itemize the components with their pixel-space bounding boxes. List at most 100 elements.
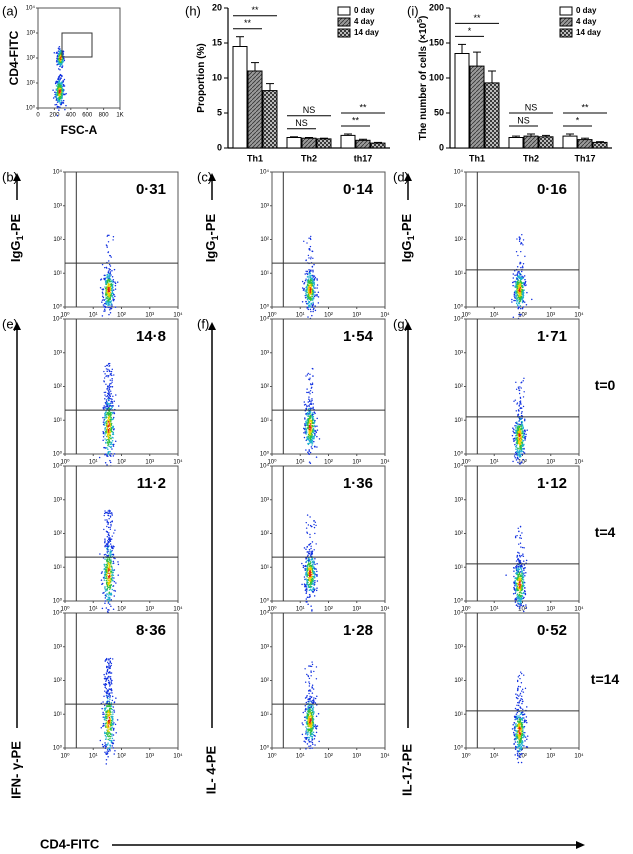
event-dot: [101, 571, 103, 573]
event-dot: [312, 571, 315, 574]
event-dot: [305, 405, 308, 407]
event-dot: [517, 254, 519, 257]
event-dot: [313, 526, 316, 529]
event-dot: [516, 440, 519, 443]
event-dot: [308, 449, 310, 451]
event-dot: [520, 270, 523, 273]
event-dot: [106, 721, 109, 723]
event-dot: [109, 568, 112, 571]
event-dot: [106, 574, 108, 577]
error-bar: [236, 36, 244, 47]
event-dot: [520, 453, 522, 455]
bar: [484, 82, 500, 149]
y-tick-label: 10²: [53, 678, 62, 684]
y-tick-label: 10¹: [53, 565, 62, 571]
event-dot: [516, 564, 518, 567]
event-dot: [101, 299, 104, 301]
event-dot: [309, 720, 312, 723]
event-dot: [512, 316, 515, 318]
event-dot: [106, 665, 108, 668]
event-dot: [521, 265, 524, 267]
event-dot: [520, 592, 523, 594]
event-dot: [309, 583, 311, 586]
event-dot: [514, 707, 517, 710]
x-tick-label: 10¹: [296, 313, 305, 319]
event-dot: [524, 587, 526, 589]
event-dot: [312, 257, 314, 260]
event-dot: [57, 85, 59, 88]
x-tick-label: 10²: [117, 460, 126, 466]
event-dot: [309, 585, 312, 587]
event-dot: [305, 259, 307, 261]
event-dot: [516, 566, 518, 568]
event-dot: [518, 715, 520, 717]
event-dot: [306, 273, 309, 275]
event-dot: [513, 293, 516, 295]
event-dot: [520, 387, 522, 389]
event-dot: [105, 710, 107, 713]
event-dot: [109, 603, 111, 606]
event-dot: [108, 277, 110, 279]
event-dot: [106, 438, 108, 441]
event-dot: [108, 512, 110, 514]
event-dot: [56, 114, 59, 117]
event-dot: [303, 401, 306, 403]
event-dot: [104, 398, 106, 400]
event-dot: [108, 416, 110, 419]
event-dot: [517, 595, 520, 598]
event-dot: [108, 388, 110, 390]
event-dot: [106, 593, 108, 595]
event-dot: [106, 677, 109, 679]
event-dot: [523, 283, 526, 286]
event-dot: [109, 725, 112, 727]
event-dot: [308, 286, 310, 289]
event-dot: [110, 565, 113, 567]
y-tick-label: 10⁴: [260, 316, 270, 323]
event-dot: [310, 310, 312, 313]
event-dot: [109, 265, 112, 267]
event-dot: [109, 672, 111, 674]
legend-swatch: [337, 28, 351, 38]
x-tick-label: 10²: [518, 313, 527, 319]
plot-frame: [271, 318, 386, 455]
event-dot: [310, 554, 312, 556]
x-tick-label: 10⁰: [461, 459, 471, 466]
event-dot: [105, 575, 107, 578]
event-dot: [516, 281, 519, 284]
event-dot: [114, 281, 116, 283]
x-tick-label: 10⁴: [380, 312, 390, 319]
event-dot: [107, 412, 110, 414]
y-tick-label: 10¹: [260, 271, 269, 277]
event-dot: [107, 392, 109, 395]
event-dot: [109, 512, 111, 515]
event-dot: [110, 393, 112, 395]
event-dot: [105, 678, 108, 680]
event-dot: [305, 430, 308, 432]
event-dot: [309, 399, 311, 401]
event-dot: [114, 282, 117, 285]
event-dot: [63, 89, 65, 91]
event-dot: [99, 739, 102, 742]
event-dot: [305, 717, 308, 719]
event-dot: [57, 52, 59, 54]
y-axis-label-sub: 1: [15, 235, 25, 240]
event-dot: [310, 712, 313, 715]
event-dot: [305, 527, 308, 529]
quadrant-percentage: 0·16: [537, 181, 567, 198]
event-dot: [518, 293, 520, 295]
event-dot: [515, 448, 517, 450]
event-dot: [310, 420, 312, 422]
event-dot: [310, 256, 312, 258]
event-dot: [308, 442, 310, 445]
event-dot: [515, 582, 518, 585]
event-dot: [313, 738, 316, 740]
event-dot: [313, 562, 315, 564]
event-dot: [518, 737, 520, 739]
x-tick-label: 10¹: [89, 313, 98, 319]
event-dot: [311, 684, 314, 686]
event-dot: [311, 704, 313, 707]
event-dot: [110, 554, 112, 557]
event-dot: [108, 420, 111, 422]
event-dot: [306, 296, 308, 299]
event-dot: [108, 693, 110, 696]
